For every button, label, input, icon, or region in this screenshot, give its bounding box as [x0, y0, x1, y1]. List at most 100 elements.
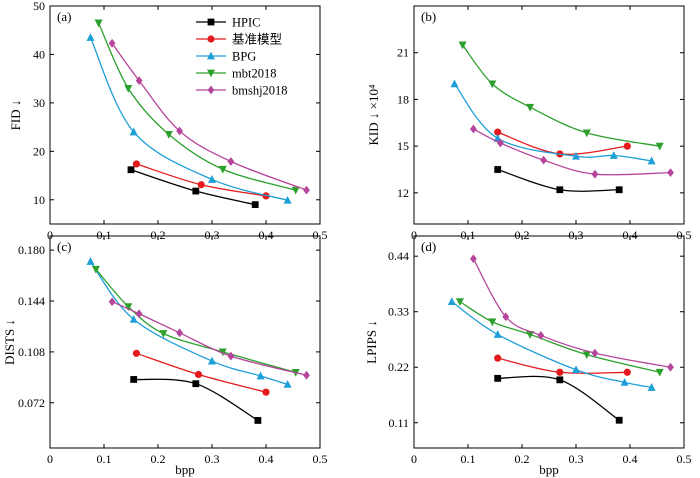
data-point-mbt2018: [94, 19, 103, 28]
x-tick-label: 0.3: [569, 228, 584, 242]
panel-label: (a): [57, 9, 71, 24]
x-tick-label: 0.1: [461, 452, 476, 466]
data-point-bpg: [493, 330, 502, 338]
y-tick-label: 50: [33, 0, 45, 13]
legend-entry-mbt2018: mbt2018: [232, 67, 276, 81]
panel-a: (a) FID ↓ 0 0.1 0.2 0.3 0.4 0.5 10 20 30 40 50 HPI…: [8, 0, 328, 242]
data-point-bpg: [620, 377, 629, 386]
data-point-bpg: [129, 314, 138, 323]
series-line-bpg: [453, 83, 652, 162]
series-line-bmshj2018: [472, 258, 671, 368]
x-tick-label: 0.5: [677, 452, 692, 466]
data-point-bmshj2018: [135, 309, 143, 319]
y-axis-label: LPIPS ↓: [364, 320, 379, 364]
y-tick-label: 0.180: [18, 243, 45, 257]
data-point-bmshj2018: [108, 38, 116, 48]
x-tick-label: 0: [411, 228, 417, 242]
data-point-bmshj2018: [667, 362, 674, 372]
data-point-hpic: [556, 376, 564, 384]
data-point-hpic: [494, 166, 502, 173]
data-point-mbt2018: [458, 41, 467, 50]
y-tick-label: 12: [397, 186, 409, 200]
x-tick-label: 0.2: [151, 228, 166, 242]
data-point-baseline: [262, 388, 270, 396]
x-tick-label: 0.5: [313, 228, 328, 242]
data-point-bpg: [86, 257, 95, 265]
y-axis-label: FID ↓: [8, 100, 23, 131]
y-axis-label: KID ↓ ×10⁴: [366, 84, 381, 145]
axis-ticks: 0 0.1 0.2 0.3 0.4 0.5 12 15 18 21: [397, 6, 692, 242]
y-tick-label: 0.11: [388, 416, 409, 430]
y-tick-label: 0.108: [18, 345, 45, 359]
data-point-bpg: [256, 371, 265, 380]
data-point-bmshj2018: [135, 76, 143, 86]
panel-label: (d): [421, 239, 436, 254]
y-tick-label: 15: [397, 139, 409, 153]
data-point-mbt2018: [526, 103, 535, 112]
y-tick-label: 0.072: [18, 396, 45, 410]
data-point-baseline: [494, 354, 502, 362]
series-line-bpg: [89, 37, 288, 201]
panel-label: (c): [57, 239, 71, 254]
data-point-hpic: [192, 380, 200, 388]
legend-entry-hpic: HPIC: [232, 16, 260, 30]
data-point-bpg: [447, 297, 456, 306]
data-point-baseline: [132, 349, 140, 357]
x-tick-label: 0.5: [677, 228, 692, 242]
x-tick-label: 0.1: [97, 228, 112, 242]
data-point-baseline: [623, 142, 631, 150]
x-axis-label: bpp: [175, 462, 195, 477]
data-point-hpic: [494, 374, 502, 382]
series-group: [447, 254, 674, 424]
legend-entry-bpg: BPG: [232, 50, 256, 64]
y-tick-label: 0.44: [388, 249, 409, 263]
data-point-mbt2018: [159, 330, 168, 338]
data-point-mbt2018: [488, 318, 497, 327]
data-point-hpic: [251, 201, 259, 209]
data-point-mbt2018: [582, 351, 591, 360]
series-line-bmshj2018: [473, 128, 671, 176]
legend-marker-baseline: [207, 35, 215, 43]
data-point-bmshj2018: [227, 157, 235, 166]
data-point-bmshj2018: [667, 168, 674, 178]
y-tick-label: 0.33: [388, 305, 409, 319]
x-tick-label: 0.1: [461, 228, 476, 242]
data-point-bpg: [647, 383, 656, 391]
data-point-bpg: [647, 156, 656, 165]
data-point-hpic: [556, 186, 564, 194]
panel-d: (d) LPIPS ↓ bpp 0 0.1 0.2 0.3 0.4 0.5 0.11 0.22…: [364, 235, 692, 477]
data-point-mbt2018: [218, 348, 227, 357]
legend-marker-mbt2018: [207, 69, 215, 78]
data-point-hpic: [254, 417, 262, 424]
series-line-baseline: [497, 131, 628, 155]
data-point-hpic: [192, 187, 200, 195]
data-point-bpg: [208, 175, 216, 183]
data-point-bmshj2018: [227, 351, 235, 361]
data-point-mbt2018: [124, 84, 133, 93]
data-point-bmshj2018: [540, 155, 547, 165]
data-point-mbt2018: [655, 142, 664, 151]
data-point-bmshj2018: [303, 185, 310, 195]
data-point-bpg: [208, 356, 216, 365]
x-tick-label: 0.4: [623, 452, 638, 466]
data-point-bpg: [86, 33, 95, 41]
series-group: [450, 41, 674, 194]
x-axis-label: bpp: [539, 462, 559, 477]
plot-frame: [413, 5, 685, 225]
y-tick-label: 20: [33, 144, 45, 158]
x-tick-label: 0.5: [313, 452, 328, 466]
data-point-baseline: [494, 128, 502, 136]
series-line-bmshj2018: [111, 42, 307, 191]
axis-ticks: 0 0.1 0.2 0.3 0.4 0.5 10 20 30 40 50: [33, 0, 328, 242]
data-point-bpg: [283, 380, 292, 388]
plot-frame: [49, 235, 321, 449]
plot-frame: [413, 235, 685, 449]
x-tick-label: 0.2: [151, 452, 166, 466]
x-tick-label: 0: [411, 452, 417, 466]
legend-entry-bmshj2018: bmshj2018: [232, 84, 288, 98]
x-tick-label: 0.2: [515, 452, 530, 466]
data-point-bpg: [572, 365, 580, 374]
x-tick-label: 0.2: [515, 228, 530, 242]
series-line-mbt2018: [95, 268, 296, 374]
plot-frame: [49, 5, 321, 225]
